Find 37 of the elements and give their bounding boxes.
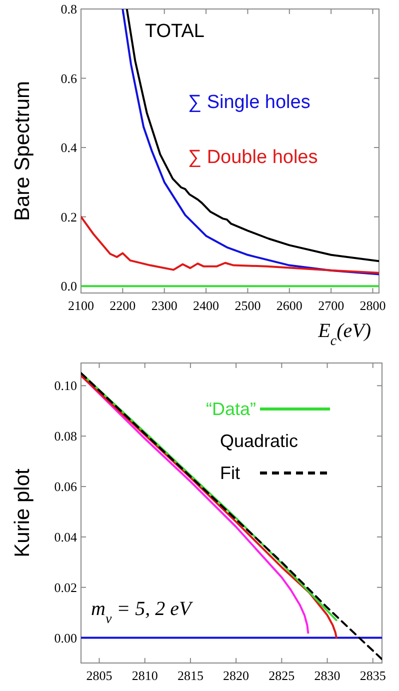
x-tick-label: 2830 <box>314 668 340 683</box>
y-tick-label: 0.8 <box>60 2 77 16</box>
y-tick-label: 0.04 <box>54 529 78 544</box>
series-label: TOTAL <box>145 21 204 42</box>
legend-label: “Data” <box>206 399 256 419</box>
x-tick-label: 2200 <box>110 298 136 313</box>
x-tick-label: 2810 <box>132 668 158 683</box>
x-axis-title: E$_{c}$(eV) <box>317 320 372 348</box>
y-tick-label: 0.02 <box>54 580 77 595</box>
x-tick-label: 2820 <box>223 668 250 683</box>
x-tick-label: 2600 <box>276 298 302 313</box>
text: ∑ Single holes <box>188 92 310 113</box>
x-tick-label: 2825 <box>268 668 295 683</box>
y-axis-title: Bare Spectrum <box>11 80 34 222</box>
y-tick-label: 0.6 <box>60 70 78 86</box>
x-tick-label: 2400 <box>193 298 220 313</box>
line-series <box>81 216 379 274</box>
text: ∑ Double holes <box>188 147 318 168</box>
y-tick-label: 0.06 <box>54 479 78 494</box>
x-tick-label: 2800 <box>360 298 386 313</box>
x-tick-label: 2300 <box>151 298 178 313</box>
y-tick-label: 0.4 <box>60 140 78 156</box>
y-tick-label: 0.0 <box>60 278 77 294</box>
y-tick-label: 0.2 <box>60 209 77 224</box>
x-tick-label: 2100 <box>68 298 94 313</box>
x-tick-label: 2835 <box>360 668 386 683</box>
y-tick-label: 0.08 <box>54 428 77 444</box>
annotation: m$_{ν}$ = 5, 2 eV <box>91 598 194 626</box>
y-axis-title: Kurie plot <box>11 468 34 558</box>
x-tick-label: 2815 <box>177 668 204 683</box>
series-label: Quadratic Fit <box>220 431 298 483</box>
line-series <box>81 372 382 660</box>
x-tick-label: 2805 <box>86 668 112 683</box>
x-tick-label: 2700 <box>318 298 344 313</box>
y-tick-label: 0.00 <box>54 630 77 646</box>
y-tick-label: 0.10 <box>54 378 77 394</box>
x-tick-label: 2500 <box>234 298 261 313</box>
